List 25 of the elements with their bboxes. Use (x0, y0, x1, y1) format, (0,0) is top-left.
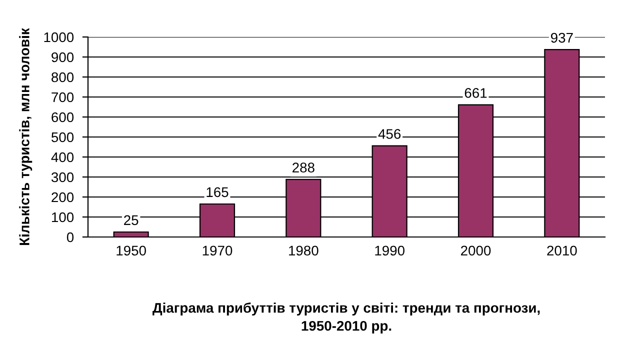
y-tick-label: 700 (52, 92, 74, 102)
data-label: 937 (550, 32, 573, 43)
y-tick-label: 800 (52, 72, 74, 82)
y-axis-title: Кількість туристів, млн чоловік (19, 28, 32, 245)
x-tick-label: 2000 (461, 246, 491, 256)
y-tick-label: 900 (52, 52, 74, 62)
x-tick-label: 1980 (289, 246, 318, 256)
y-tick-label: 1000 (44, 32, 74, 42)
y-tick-label: 200 (52, 192, 74, 202)
x-tick-label: 1970 (202, 246, 232, 256)
data-label: 288 (292, 162, 314, 172)
x-tick-label: 2010 (547, 246, 577, 256)
x-tick-label: 1950 (116, 246, 146, 256)
data-label: 25 (124, 215, 138, 226)
y-tick-label: 600 (52, 112, 74, 122)
y-tick-label: 100 (52, 212, 74, 222)
text: Діаграма прибуттів туристів у світі: тренди та прогнози, 1950-2010 рр. (152, 302, 540, 334)
y-tick-label: 300 (51, 172, 74, 182)
y-tick-label: 400 (51, 152, 74, 162)
data-label: 661 (464, 88, 487, 98)
data-label: 165 (206, 187, 228, 198)
x-tick-label: 1990 (375, 246, 404, 256)
y-tick-label: 500 (51, 132, 74, 142)
data-label: 456 (378, 129, 401, 139)
y-tick-label: 0 (66, 232, 74, 242)
